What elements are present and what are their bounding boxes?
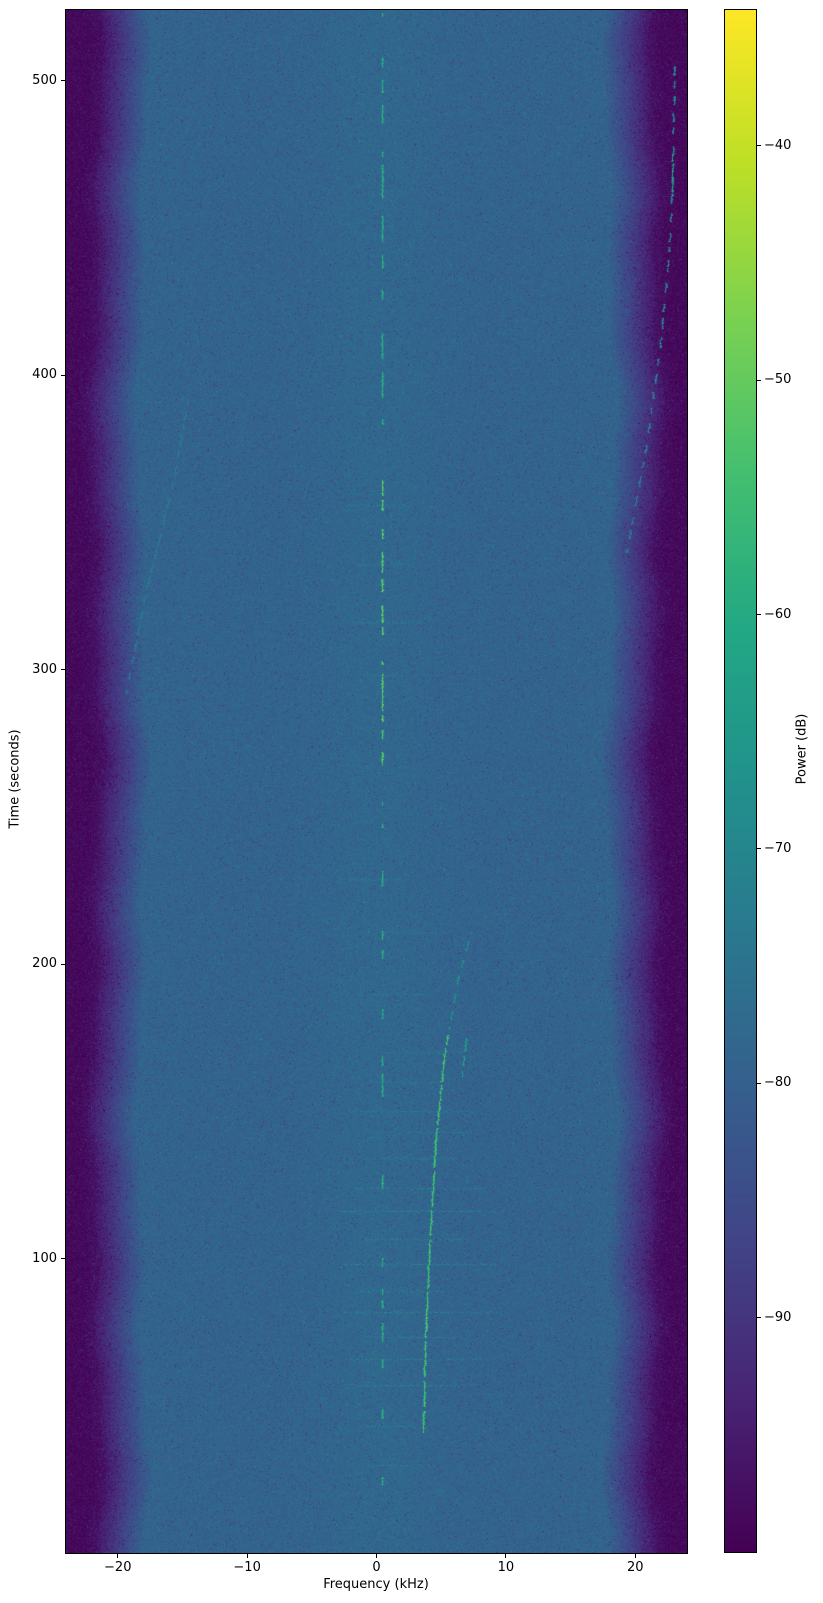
x-tick-label: 20: [626, 1560, 644, 1575]
y-tick-label: 400: [32, 367, 57, 383]
plot-frame: [65, 9, 688, 1554]
x-tick: [634, 1554, 636, 1558]
colorbar-canvas: [725, 10, 756, 1552]
y-tick-label: 300: [32, 661, 57, 677]
y-tick-label: 500: [32, 72, 57, 88]
colorbar-tick: [757, 145, 761, 147]
x-tick: [505, 1554, 507, 1558]
colorbar-tick-label: −40: [764, 137, 792, 153]
x-tick-label: −10: [233, 1560, 261, 1575]
colorbar-tick-label: −80: [764, 1075, 792, 1091]
x-tick-label: −20: [104, 1560, 132, 1575]
y-tick: [61, 80, 65, 82]
colorbar-tick-label: −70: [764, 840, 792, 856]
colorbar-tick-label: −50: [764, 372, 792, 388]
y-tick: [61, 1258, 65, 1260]
y-tick-label: 200: [32, 956, 57, 972]
colorbar-frame: [724, 9, 757, 1553]
x-axis-label: Frequency (kHz): [323, 1577, 429, 1592]
x-tick: [246, 1554, 248, 1558]
y-tick: [61, 374, 65, 376]
colorbar-tick: [757, 1082, 761, 1084]
colorbar-tick: [757, 848, 761, 850]
x-tick: [376, 1554, 377, 1558]
colorbar-tick: [757, 379, 761, 381]
y-tick: [61, 669, 65, 671]
colorbar-tick: [757, 614, 761, 616]
colorbar-tick-label: −90: [764, 1309, 792, 1325]
spectrogram-canvas: [66, 10, 687, 1553]
colorbar-label: Power (dB): [794, 713, 810, 785]
colorbar-tick: [757, 1317, 761, 1319]
x-tick-label: 10: [497, 1560, 515, 1575]
x-tick-label: 0: [372, 1560, 381, 1575]
y-tick: [61, 963, 65, 965]
y-axis-label: Time (seconds): [7, 729, 23, 829]
colorbar-tick-label: −60: [764, 606, 792, 622]
y-tick-label: 100: [32, 1250, 57, 1266]
x-tick: [117, 1554, 119, 1558]
